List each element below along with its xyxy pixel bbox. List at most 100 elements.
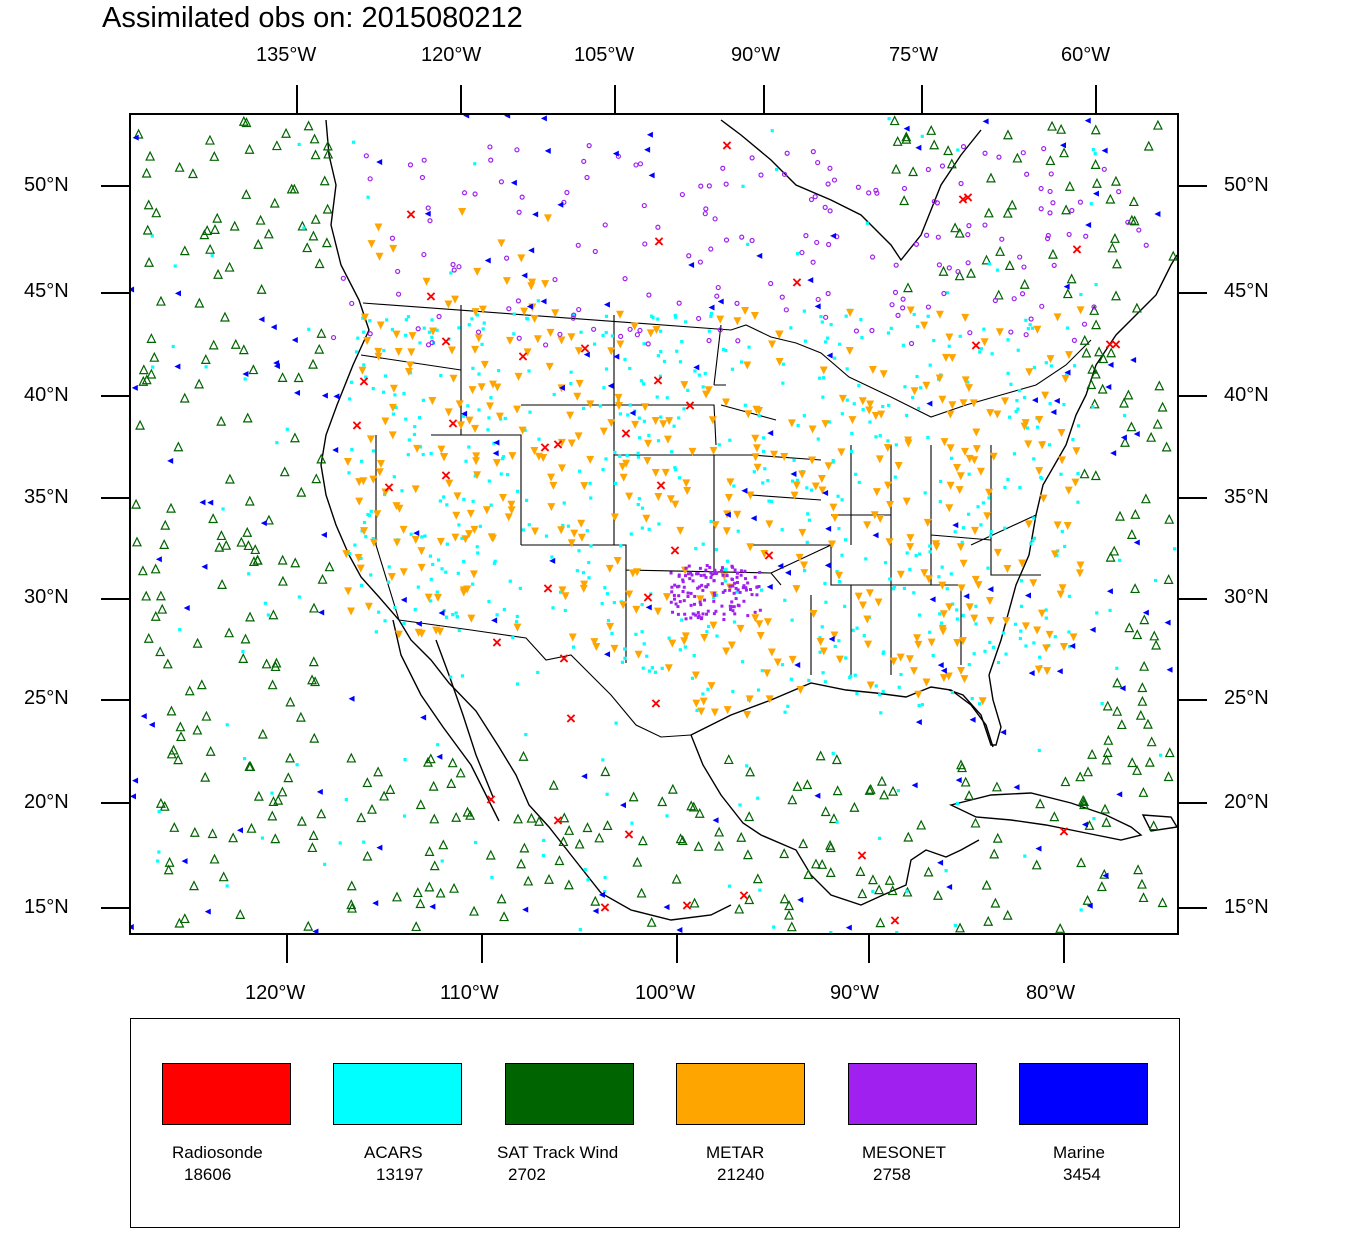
acars-marker bbox=[717, 443, 721, 447]
marine-marker bbox=[911, 782, 918, 789]
sat-track-wind-marker bbox=[1002, 207, 1013, 218]
acars-marker bbox=[473, 162, 477, 166]
acars-marker bbox=[715, 634, 719, 638]
mesonet-marker bbox=[736, 603, 740, 607]
metar-marker bbox=[485, 402, 494, 411]
acars-marker bbox=[605, 592, 610, 596]
sat-track-wind-marker bbox=[1128, 196, 1139, 207]
acars-marker bbox=[769, 499, 774, 504]
bottom-lon-label: 120°W bbox=[245, 982, 306, 1004]
right-lat-label: 30°N bbox=[1224, 586, 1269, 608]
metar-marker bbox=[1001, 397, 1010, 406]
sat-track-wind-marker bbox=[214, 541, 225, 552]
acars-marker bbox=[915, 374, 919, 379]
metar-marker bbox=[451, 533, 460, 542]
sat-track-wind-marker bbox=[960, 776, 971, 787]
metar-marker bbox=[1056, 590, 1065, 599]
sat-track-wind-marker bbox=[1138, 786, 1149, 797]
acars-marker bbox=[495, 613, 499, 617]
metar-marker bbox=[755, 620, 764, 629]
acars-marker bbox=[1115, 666, 1119, 670]
acars-marker bbox=[656, 354, 660, 358]
acars-marker bbox=[919, 386, 923, 390]
metar-marker bbox=[394, 630, 403, 639]
marine-marker bbox=[484, 257, 491, 264]
mesonet-marker bbox=[736, 588, 740, 592]
sat-track-wind-marker bbox=[1066, 273, 1077, 284]
metar-marker bbox=[488, 380, 497, 389]
mesonet-marker bbox=[996, 154, 1002, 160]
metar-marker bbox=[474, 334, 483, 343]
sat-track-wind-marker bbox=[803, 869, 814, 879]
sat-track-wind-marker bbox=[694, 807, 705, 818]
acars-marker bbox=[618, 454, 622, 458]
marine-marker bbox=[766, 583, 773, 590]
marine-marker bbox=[1050, 409, 1057, 416]
acars-marker bbox=[672, 424, 676, 428]
metar-marker bbox=[938, 624, 947, 633]
acars-marker bbox=[789, 326, 793, 330]
metar-marker bbox=[505, 336, 514, 345]
acars-marker bbox=[1044, 616, 1048, 620]
metar-marker bbox=[449, 374, 458, 383]
marine-marker bbox=[1053, 397, 1060, 404]
sat-track-wind-marker bbox=[832, 785, 843, 796]
marine-marker bbox=[526, 303, 533, 310]
radiosonde-marker: × bbox=[566, 709, 576, 728]
acars-marker bbox=[640, 630, 644, 634]
metar-marker bbox=[995, 328, 1004, 337]
acars-marker bbox=[1035, 425, 1040, 429]
metar-marker bbox=[956, 472, 965, 481]
acars-marker bbox=[1024, 644, 1028, 648]
sat-track-wind-marker bbox=[736, 831, 747, 842]
metar-marker bbox=[1076, 306, 1085, 315]
bottom-lon-label: 80°W bbox=[1026, 982, 1076, 1004]
metar-marker bbox=[504, 513, 513, 522]
marine-marker bbox=[372, 900, 379, 907]
metar-marker bbox=[355, 478, 364, 487]
acars-marker bbox=[630, 821, 634, 825]
mesonet-marker bbox=[702, 211, 708, 217]
sat-track-wind-marker bbox=[523, 875, 534, 886]
acars-marker bbox=[883, 561, 888, 565]
legend-label: SAT Track Wind bbox=[497, 1143, 619, 1162]
radiosonde-marker: × bbox=[958, 190, 968, 209]
sat-track-wind-marker bbox=[970, 817, 981, 828]
metar-marker bbox=[751, 434, 760, 443]
marine-marker bbox=[181, 858, 188, 865]
acars-marker bbox=[512, 332, 516, 336]
acars-marker bbox=[1108, 608, 1112, 612]
radiosonde-marker: × bbox=[384, 478, 394, 497]
metar-marker bbox=[902, 497, 911, 506]
sat-track-wind-marker bbox=[138, 375, 149, 386]
mesonet-marker bbox=[675, 585, 679, 589]
mesonet-marker bbox=[697, 259, 703, 265]
sat-track-wind-marker bbox=[244, 495, 255, 506]
top-lon-label: 75°W bbox=[889, 44, 939, 66]
acars-marker bbox=[706, 687, 710, 691]
acars-marker bbox=[435, 590, 439, 594]
radiosonde-marker: × bbox=[670, 541, 680, 560]
marine-marker bbox=[708, 304, 715, 311]
metar-marker bbox=[592, 642, 601, 651]
acars-marker bbox=[1032, 641, 1036, 645]
hispaniola-coastline bbox=[1141, 814, 1177, 832]
mesonet-marker bbox=[1081, 321, 1088, 327]
acars-marker bbox=[950, 456, 954, 460]
mesonet-marker bbox=[958, 180, 964, 187]
sat-track-wind-marker bbox=[981, 879, 992, 890]
sat-track-wind-marker bbox=[1137, 695, 1148, 706]
sat-track-wind-marker bbox=[745, 766, 756, 777]
acars-marker bbox=[655, 395, 659, 399]
metar-marker bbox=[837, 448, 846, 457]
sat-track-wind-marker bbox=[209, 150, 220, 161]
sat-track-wind-marker bbox=[250, 544, 261, 555]
acars-marker bbox=[1029, 542, 1033, 546]
marine-marker bbox=[676, 926, 683, 933]
metar-marker bbox=[566, 411, 575, 420]
sat-track-wind-marker bbox=[310, 149, 321, 160]
metar-marker bbox=[938, 581, 947, 590]
cuba-coastline bbox=[948, 792, 1143, 841]
mesonet-marker bbox=[693, 594, 697, 598]
acars-marker bbox=[323, 862, 327, 866]
